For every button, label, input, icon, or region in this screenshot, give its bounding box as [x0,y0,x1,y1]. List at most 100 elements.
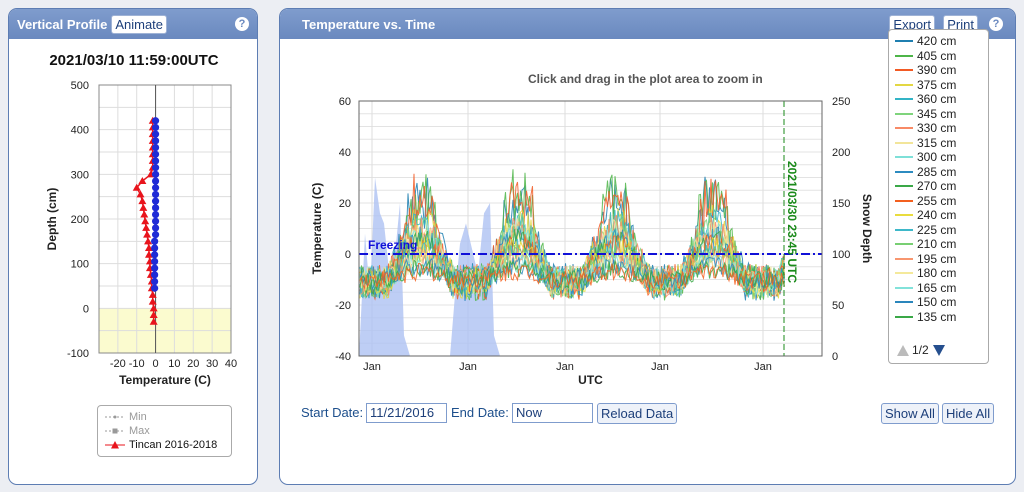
legend-item[interactable]: 285 cm [889,165,988,180]
show-all-button[interactable]: Show All [881,403,939,424]
current-point [151,197,160,205]
x-tick-label: Jan [363,361,381,373]
x-tick-label: Jan [651,361,669,373]
temperature-time-chart[interactable]: Freezing 2021/03/30 23:45 UTC6040200-20-4… [280,79,880,399]
tincan-point [148,290,157,298]
legend-item[interactable]: 390 cm [889,63,988,78]
legend-swatch [895,156,913,159]
current-point [151,210,160,219]
legend-label: 165 cm [917,280,957,295]
legend-swatch [895,199,913,202]
x-tick-label: -20 [110,358,126,370]
current-point [151,237,159,245]
x-tick-label: -10 [129,358,145,370]
prev-page-icon[interactable] [897,344,909,356]
legend-item[interactable]: 150 cm [889,295,988,310]
x-tick-label: Jan [754,361,772,373]
legend-label: 225 cm [917,222,957,237]
current-point [151,271,159,279]
legend-item[interactable]: 300 cm [889,150,988,165]
legend-item[interactable]: 360 cm [889,92,988,107]
legend-item[interactable]: 345 cm [889,107,988,122]
legend-item[interactable]: 330 cm [889,121,988,136]
legend-item[interactable]: 240 cm [889,208,988,223]
animate-button[interactable]: Animate [111,14,168,34]
start-date-input[interactable]: 11/21/2016 [366,403,447,423]
help-icon[interactable]: ? [235,17,249,31]
left-tick-label: -40 [335,351,351,363]
legend-label: 285 cm [917,164,957,179]
x-tick-label: 40 [225,358,237,370]
series-legend: 420 cm 405 cm 390 cm 375 cm 360 cm 345 cm 330 … [888,29,989,364]
legend-min-label: Min [129,411,147,423]
left-tick-label: 60 [339,96,351,108]
legend-item[interactable]: 315 cm [889,136,988,151]
legend-item[interactable]: 255 cm [889,194,988,209]
legend-swatch [895,112,913,115]
x-tick-label: 20 [187,358,199,370]
legend-item[interactable]: 225 cm [889,223,988,238]
current-point [151,284,159,292]
plot-frame [98,84,232,354]
legend-item-max[interactable]: Max [104,424,231,438]
snow-depth-area [359,177,500,356]
temperature-time-title: Temperature vs. Time [302,16,436,32]
tincan-point [136,190,145,198]
next-page-icon[interactable] [932,344,945,356]
right-tick-label: 200 [832,147,850,159]
tincan-point [144,250,153,258]
legend-item[interactable]: 195 cm [889,252,988,267]
y-tick-label: 300 [71,169,89,181]
tincan-point [140,210,149,218]
legend-item[interactable]: 270 cm [889,179,988,194]
right-tick-label: 250 [832,96,850,108]
current-point [151,170,160,178]
legend-item[interactable]: 180 cm [889,266,988,281]
legend-item[interactable]: 420 cm [889,34,988,49]
legend-label: 345 cm [917,106,957,121]
legend-swatch [895,170,913,173]
y-tick-label: 500 [71,80,89,92]
current-point [151,264,159,272]
plot-frame [358,100,823,357]
x-axis-label: Temperature (C) [119,373,211,387]
legend-swatch [895,83,913,86]
legend-item-min[interactable]: Min [104,410,231,424]
legend-item[interactable]: 405 cm [889,49,988,64]
reload-data-button[interactable]: Reload Data [597,403,678,424]
legend-item[interactable]: 165 cm [889,281,988,296]
legend-item[interactable]: 135 cm [889,310,988,325]
temperature-series-line [359,218,785,297]
start-date-label: Start Date: [301,405,364,420]
current-point [151,204,160,212]
left-tick-label: 20 [339,198,351,210]
right-tick-label: 100 [832,249,850,261]
legend-label: 375 cm [917,77,957,92]
legend-label: 315 cm [917,135,957,150]
max-marker-icon [105,428,125,434]
legend-item-tincan[interactable]: Tincan 2016-2018 [104,438,231,452]
current-point [151,217,160,225]
legend-label: 330 cm [917,121,957,136]
legend-pager: 1/2 [897,343,945,357]
legend-item[interactable]: 375 cm [889,78,988,93]
vertical-profile-title: Vertical Profile [17,16,108,32]
profile-timestamp: 2021/03/10 11:59:00UTC [49,52,219,69]
end-date-input[interactable]: Now [512,403,593,423]
hide-all-button[interactable]: Hide All [942,403,995,424]
tincan-point [144,244,153,252]
left-axis-label: Temperature (C) [310,183,324,275]
current-point [151,184,160,192]
y-tick-label: 400 [71,125,89,137]
right-tick-label: 50 [832,300,844,312]
current-point [151,231,160,239]
legend-tincan-label: Tincan 2016-2018 [129,439,218,451]
y-tick-label: 200 [71,214,89,226]
tincan-point [149,317,158,325]
legend-swatch [895,286,913,289]
triangle-marker-icon [105,441,125,449]
legend-item[interactable]: 120 cm [889,324,988,326]
help-icon[interactable]: ? [989,17,1003,31]
legend-item[interactable]: 210 cm [889,237,988,252]
